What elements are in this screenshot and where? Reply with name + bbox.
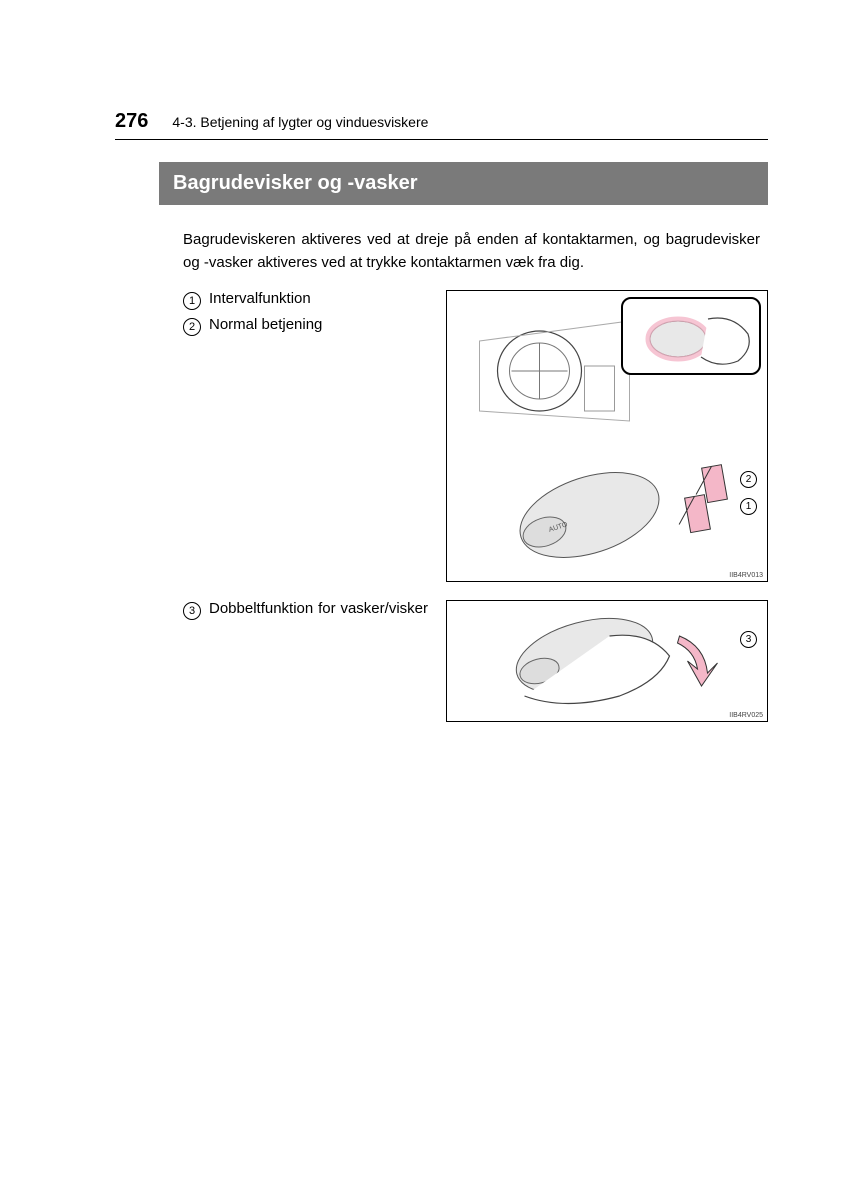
figure-label-1: 1	[740, 498, 757, 515]
list-item: 3 Dobbeltfunktion for vasker/visker	[183, 600, 428, 620]
stalk-arrows-illustration: AUTO	[447, 437, 767, 577]
figure-column-2: 3 IIB4RV025	[446, 600, 768, 726]
item-list-2: 3 Dobbeltfunktion for vasker/visker	[183, 600, 428, 726]
page-number: 276	[115, 110, 148, 133]
header-divider	[115, 139, 768, 140]
item-marker-3: 3	[183, 602, 201, 620]
content-row-1: 1 Intervalfunktion 2 Normal betjening	[183, 290, 768, 586]
figure-label-3: 3	[740, 631, 757, 648]
item-text-2: Normal betjening	[209, 316, 428, 336]
page-header: 276 4-3. Betjening af lygter og vinduesv…	[115, 110, 768, 133]
figure-code-1: IIB4RV013	[729, 572, 763, 579]
item-marker-2: 2	[183, 318, 201, 336]
figure-code-2: IIB4RV025	[729, 712, 763, 719]
content-row-2: 3 Dobbeltfunktion for vasker/visker 3 II…	[183, 600, 768, 726]
figure-column-1: AUTO 1 2 IIB4RV013	[446, 290, 768, 586]
manual-page: 276 4-3. Betjening af lygter og vinduesv…	[0, 0, 848, 726]
figure-label-2: 2	[740, 471, 757, 488]
section-title: Bagrudevisker og -vasker	[159, 162, 768, 205]
chapter-title: 4-3. Betjening af lygter og vinduesviske…	[172, 114, 428, 130]
list-item: 1 Intervalfunktion	[183, 290, 428, 310]
item-text-3-span: Dobbeltfunktion for vasker/visker	[209, 600, 428, 617]
item-text-3: Dobbeltfunktion for vasker/visker	[209, 600, 428, 620]
callout-box	[621, 297, 761, 375]
stalk-closeup-icon	[623, 299, 763, 377]
item-list-1: 1 Intervalfunktion 2 Normal betjening	[183, 290, 428, 586]
figure-1: AUTO 1 2 IIB4RV013	[446, 290, 768, 582]
intro-paragraph: Bagrudeviskeren aktiveres ved at dreje p…	[183, 229, 760, 274]
stalk-push-illustration	[447, 601, 767, 719]
item-text-1: Intervalfunktion	[209, 290, 428, 310]
item-marker-1: 1	[183, 292, 201, 310]
figure-2: 3 IIB4RV025	[446, 600, 768, 722]
list-item: 2 Normal betjening	[183, 316, 428, 336]
